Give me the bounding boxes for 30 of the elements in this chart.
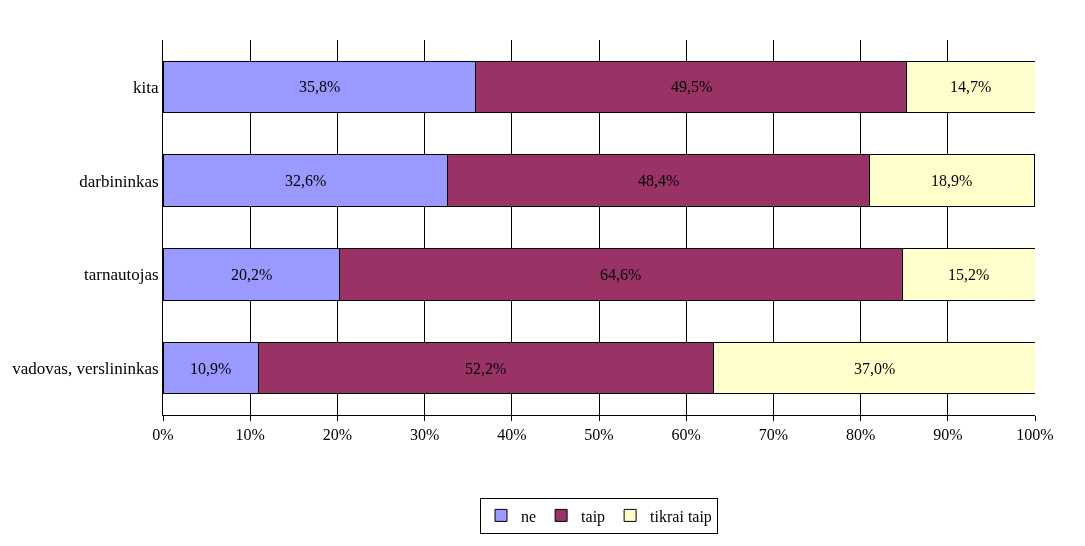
data-label: 18,9%: [931, 172, 973, 189]
data-label: 52,2%: [465, 360, 507, 377]
x-tick-label: 10%: [235, 426, 265, 444]
x-tick-label: 100%: [1016, 426, 1054, 444]
y-tick-label: darbininkas: [79, 171, 159, 191]
x-tick-label: 90%: [933, 426, 963, 444]
x-tick-label: 0%: [152, 426, 174, 444]
x-tick-label: 40%: [497, 426, 527, 444]
x-tick-label: 70%: [758, 426, 789, 444]
data-label: 14,7%: [950, 78, 992, 95]
x-tick-label: 20%: [322, 426, 353, 444]
data-label: 49,5%: [671, 78, 713, 95]
legend-label: taip: [581, 507, 606, 526]
data-label: 64,6%: [600, 266, 642, 283]
data-label: 10,9%: [190, 360, 232, 377]
legend-label: tikrai taip: [650, 507, 712, 526]
y-tick-label: tarnautojas: [84, 265, 159, 285]
y-tick-label: kita: [133, 77, 160, 97]
x-tick-label: 50%: [584, 426, 614, 444]
y-tick-label: vadovas, verslininkas: [12, 359, 159, 379]
x-tick-label: 80%: [845, 426, 876, 444]
x-tick-label: 60%: [671, 426, 701, 444]
data-label: 48,4%: [638, 172, 680, 189]
x-tick-label: 30%: [409, 426, 440, 444]
data-label: 32,6%: [285, 172, 327, 189]
data-label: 37,0%: [854, 360, 896, 377]
data-label: 35,8%: [299, 78, 341, 95]
legend-label: ne: [521, 507, 537, 525]
data-label: 20,2%: [231, 266, 273, 283]
data-label: 15,2%: [948, 266, 990, 283]
